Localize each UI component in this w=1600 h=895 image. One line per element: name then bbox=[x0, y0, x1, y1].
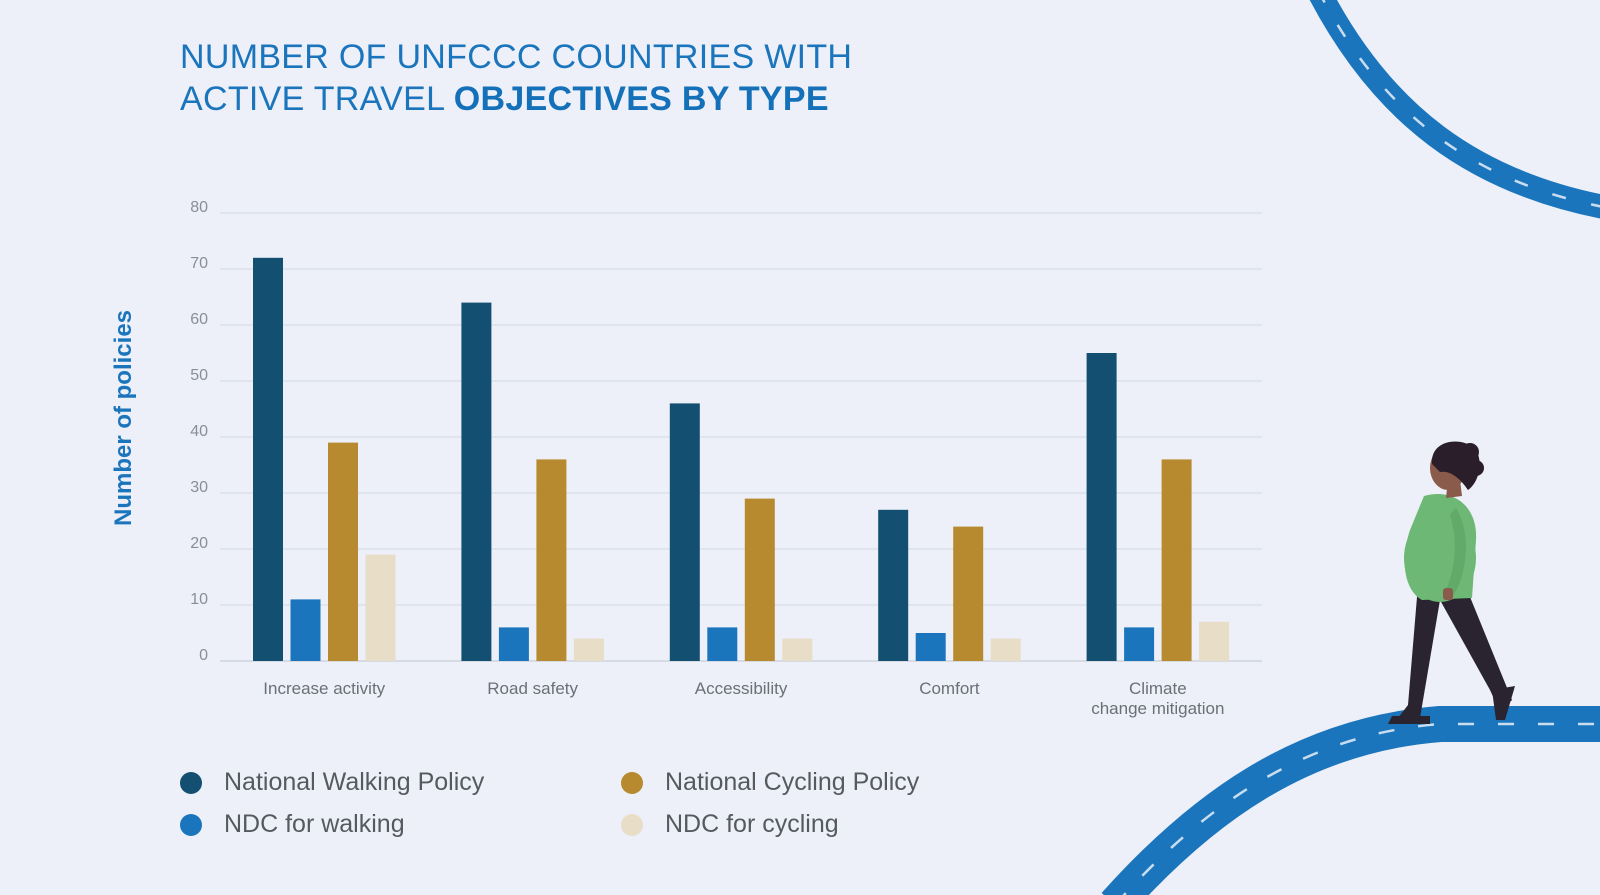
bar bbox=[744, 498, 775, 661]
bar bbox=[953, 526, 984, 661]
legend-label-national-walking: National Walking Policy bbox=[224, 768, 485, 796]
bar bbox=[290, 599, 321, 661]
y-tick-label: 30 bbox=[190, 479, 208, 496]
y-tick-label: 20 bbox=[190, 535, 208, 552]
y-tick-label: 70 bbox=[190, 255, 208, 272]
bar bbox=[461, 302, 492, 661]
x-tick-label: Comfort bbox=[919, 679, 980, 698]
legend-swatch-national-walking bbox=[180, 771, 202, 794]
legend-item-national-walking: National Walking Policy bbox=[180, 768, 484, 797]
y-tick-label: 10 bbox=[190, 591, 208, 608]
bar bbox=[253, 257, 283, 661]
legend-item-ndc-walking: NDC for walking bbox=[180, 810, 405, 839]
bar bbox=[1199, 621, 1230, 661]
bar bbox=[915, 633, 946, 661]
legend-label-national-cycling: National Cycling Policy bbox=[665, 768, 920, 796]
x-tick-label: Road safety bbox=[487, 679, 578, 698]
y-tick-label: 0 bbox=[199, 647, 208, 664]
x-tick-label: Increase activity bbox=[263, 679, 385, 698]
bar bbox=[990, 638, 1021, 661]
walking-person-illustration bbox=[1388, 441, 1515, 724]
bar bbox=[669, 403, 700, 661]
bar bbox=[328, 442, 358, 661]
bar bbox=[536, 459, 567, 661]
y-tick-label: 40 bbox=[190, 423, 208, 440]
title-line-2-light: ACTIVE TRAVEL bbox=[180, 80, 454, 118]
x-tick-label: change mitigation bbox=[1091, 699, 1224, 718]
title-line-1: NUMBER OF UNFCCC COUNTRIES WITH bbox=[180, 38, 853, 76]
bar bbox=[498, 627, 529, 661]
title-line-2: ACTIVE TRAVEL OBJECTIVES BY TYPE bbox=[180, 78, 852, 120]
x-tick-label: Climate bbox=[1129, 679, 1187, 698]
bar bbox=[573, 638, 604, 661]
legend-label-ndc-cycling: NDC for cycling bbox=[665, 810, 839, 838]
y-tick-label: 50 bbox=[190, 367, 208, 384]
y-tick-label: 60 bbox=[190, 311, 208, 328]
legend-item-ndc-cycling: NDC for cycling bbox=[621, 810, 839, 839]
legend-item-national-cycling: National Cycling Policy bbox=[621, 768, 919, 797]
title-line-2-bold: OBJECTIVES BY TYPE bbox=[453, 80, 829, 118]
bar bbox=[707, 627, 738, 661]
y-tick-label: 80 bbox=[190, 199, 208, 216]
legend-swatch-national-cycling bbox=[621, 771, 643, 794]
bar bbox=[365, 554, 396, 661]
legend-swatch-ndc-cycling bbox=[621, 813, 643, 836]
x-tick-label: Accessibility bbox=[695, 679, 788, 698]
bar bbox=[1086, 353, 1117, 661]
y-axis-title: Number of policies bbox=[110, 310, 137, 526]
bar bbox=[782, 638, 813, 661]
road-bottom-decoration bbox=[1101, 706, 1600, 895]
bar bbox=[878, 509, 909, 661]
road-top-decoration bbox=[1309, 0, 1600, 219]
legend-label-ndc-walking: NDC for walking bbox=[224, 810, 405, 838]
bar bbox=[1124, 627, 1155, 661]
legend-swatch-ndc-walking bbox=[180, 813, 202, 836]
bar bbox=[1161, 459, 1192, 661]
chart-title: NUMBER OF UNFCCC COUNTRIES WITH ACTIVE T… bbox=[180, 36, 852, 120]
